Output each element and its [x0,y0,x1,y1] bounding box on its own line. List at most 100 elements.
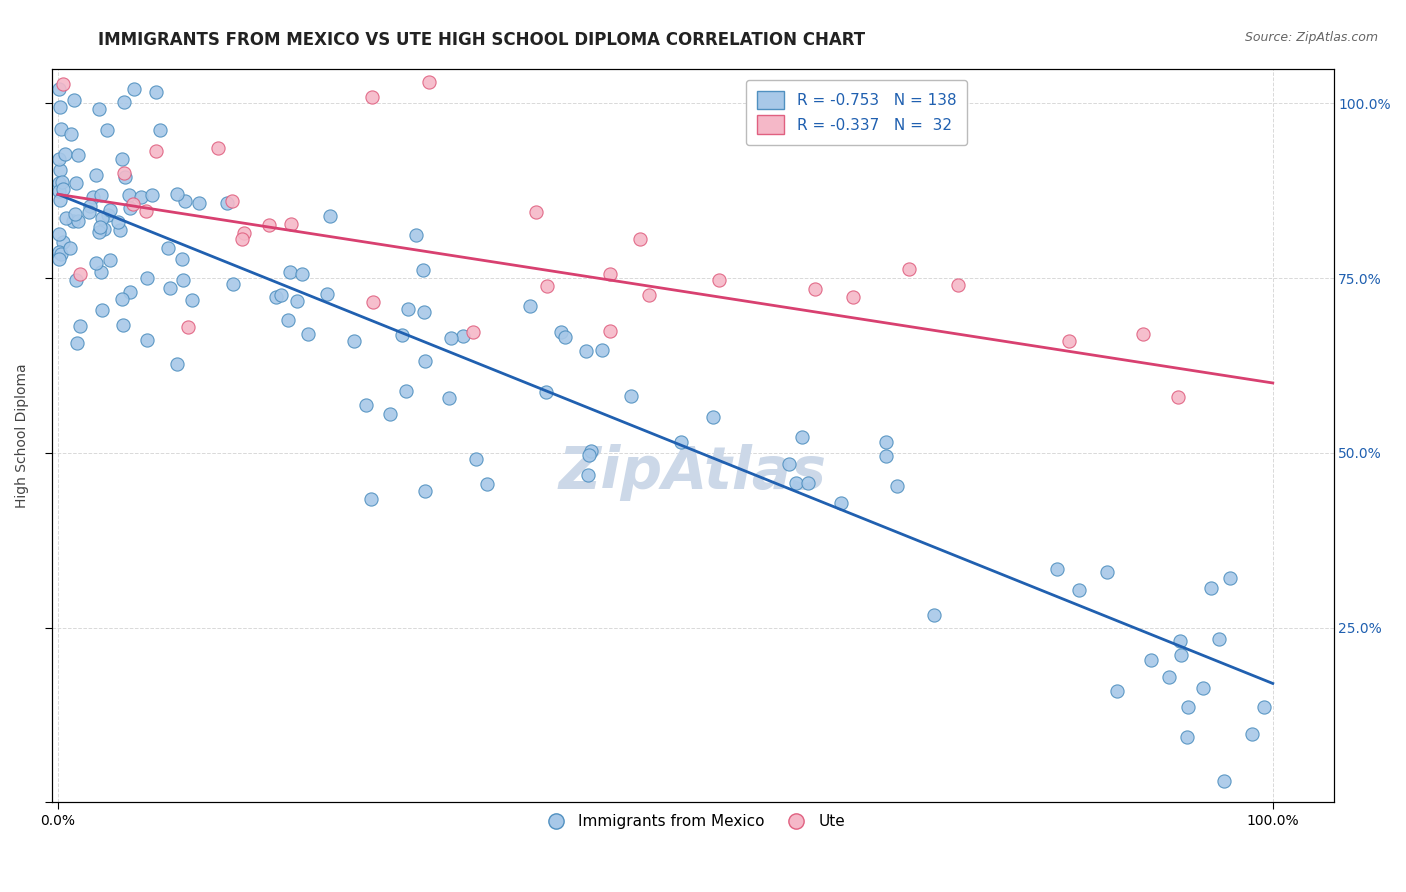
Point [1177,699,1199,714]
Point [638,288,661,302]
Point [52,77,75,91]
Point [413,354,436,368]
Point [65,273,87,287]
Point [924,608,946,623]
Point [48,184,70,198]
Point [1208,632,1230,647]
Point [93,221,115,235]
Point [222,277,245,291]
Point [166,186,188,201]
Point [709,273,731,287]
Point [785,475,807,490]
Text: IMMIGRANTS FROM MEXICO VS UTE HIGH SCHOOL DIPLOMA CORRELATION CHART: IMMIGRANTS FROM MEXICO VS UTE HIGH SCHOO… [98,31,866,49]
Point [120,202,142,216]
Point [405,227,427,242]
Point [108,223,131,237]
Point [277,312,299,326]
Point [86,169,108,183]
Point [550,325,572,339]
Point [135,203,157,218]
Point [149,123,172,137]
Point [319,209,342,223]
Point [343,334,366,348]
Point [59,128,82,142]
Point [111,292,134,306]
Point [48,252,70,267]
Point [66,148,89,162]
Point [48,227,70,242]
Point [1170,648,1192,662]
Point [418,75,440,89]
Point [475,477,498,491]
Point [69,318,91,333]
Point [526,205,548,219]
Point [1212,774,1234,789]
Point [112,318,135,333]
Point [440,331,463,345]
Point [297,327,319,342]
Point [90,188,112,202]
Point [360,491,382,506]
Y-axis label: High School Diploma: High School Diploma [15,363,30,508]
Point [575,343,598,358]
Point [121,197,143,211]
Legend: Immigrants from Mexico, Ute: Immigrants from Mexico, Ute [534,808,851,835]
Point [145,144,167,158]
Point [842,290,865,304]
Point [77,205,100,219]
Point [778,457,800,471]
Point [49,194,72,208]
Point [172,252,194,266]
Point [413,483,436,498]
Point [177,320,200,334]
Point [628,232,651,246]
Point [1046,562,1069,576]
Point [111,152,134,166]
Point [91,211,114,225]
Point [1219,571,1241,585]
Point [51,175,73,189]
Point [65,176,87,190]
Point [172,273,194,287]
Point [87,225,110,239]
Point [591,343,613,358]
Point [91,303,114,318]
Point [59,241,82,255]
Point [792,430,814,444]
Point [79,199,101,213]
Point [1175,730,1198,744]
Point [270,288,292,302]
Point [412,262,434,277]
Point [285,293,308,308]
Point [221,194,243,209]
Point [579,444,602,458]
Point [69,267,91,281]
Point [129,189,152,203]
Point [620,389,643,403]
Point [122,82,145,96]
Point [396,301,419,316]
Point [231,232,253,246]
Point [98,252,121,267]
Point [536,384,558,399]
Point [1107,684,1129,698]
Point [1191,681,1213,695]
Point [897,261,920,276]
Point [875,435,897,450]
Point [181,293,204,308]
Point [135,333,157,347]
Point [112,166,135,180]
Point [98,203,121,218]
Point [52,235,75,249]
Point [1132,326,1154,341]
Point [49,163,72,178]
Point [52,181,75,195]
Point [465,452,488,467]
Point [232,226,254,240]
Point [63,93,86,107]
Point [948,277,970,292]
Text: ZipAtlas: ZipAtlas [558,443,827,500]
Point [53,146,76,161]
Point [48,176,70,190]
Point [875,450,897,464]
